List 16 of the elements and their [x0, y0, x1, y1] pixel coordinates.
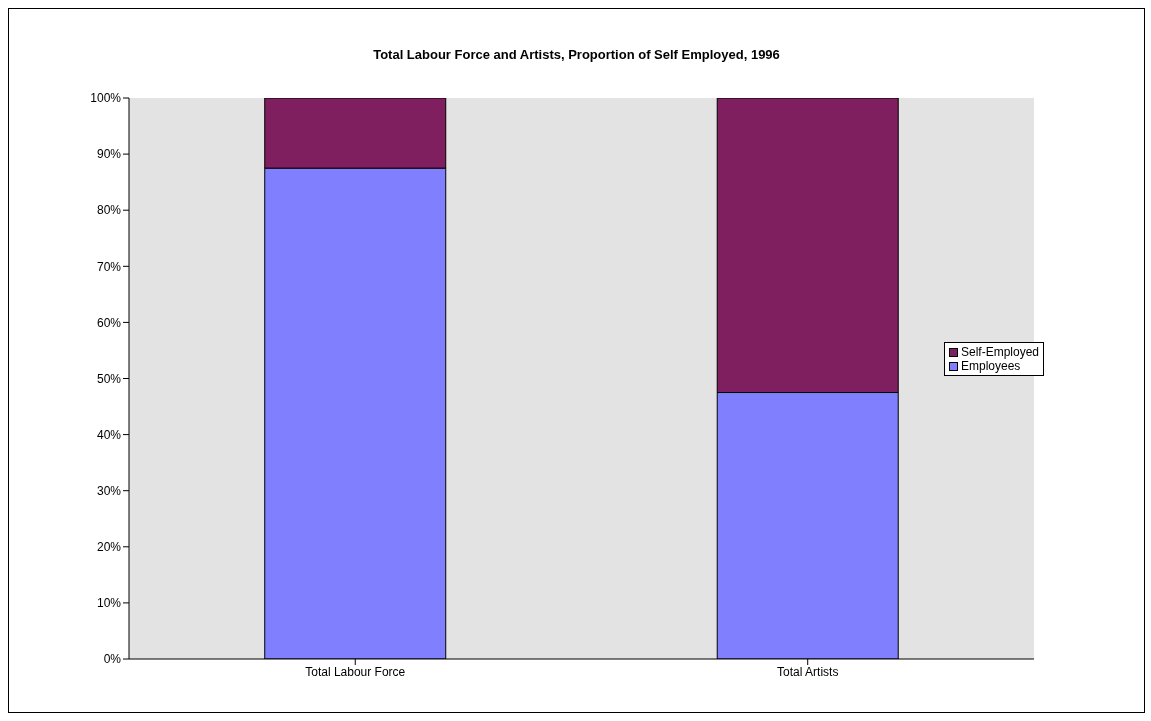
- y-tick-label: 50%: [96, 371, 122, 386]
- y-tick-label: 20%: [96, 540, 122, 555]
- y-tick-label: 90%: [96, 147, 122, 162]
- y-tick-label: 10%: [96, 596, 122, 611]
- legend-label: Employees: [960, 359, 1021, 373]
- y-tick-label: 80%: [96, 203, 122, 218]
- y-tick-label: 30%: [96, 483, 122, 498]
- y-tick-label: 70%: [96, 259, 122, 274]
- legend-label: Self-Employed: [960, 345, 1039, 359]
- x-tick-label: Total Artists: [777, 664, 839, 679]
- y-tick-label: 0%: [103, 652, 122, 667]
- y-tick-label: 60%: [96, 315, 122, 330]
- y-tick-label: 100%: [90, 91, 122, 106]
- chart-title: Total Labour Force and Artists, Proportion of Self Employed, 1996: [372, 47, 781, 62]
- y-tick-label: 40%: [96, 427, 122, 442]
- x-tick-label: Total Labour Force: [305, 664, 406, 679]
